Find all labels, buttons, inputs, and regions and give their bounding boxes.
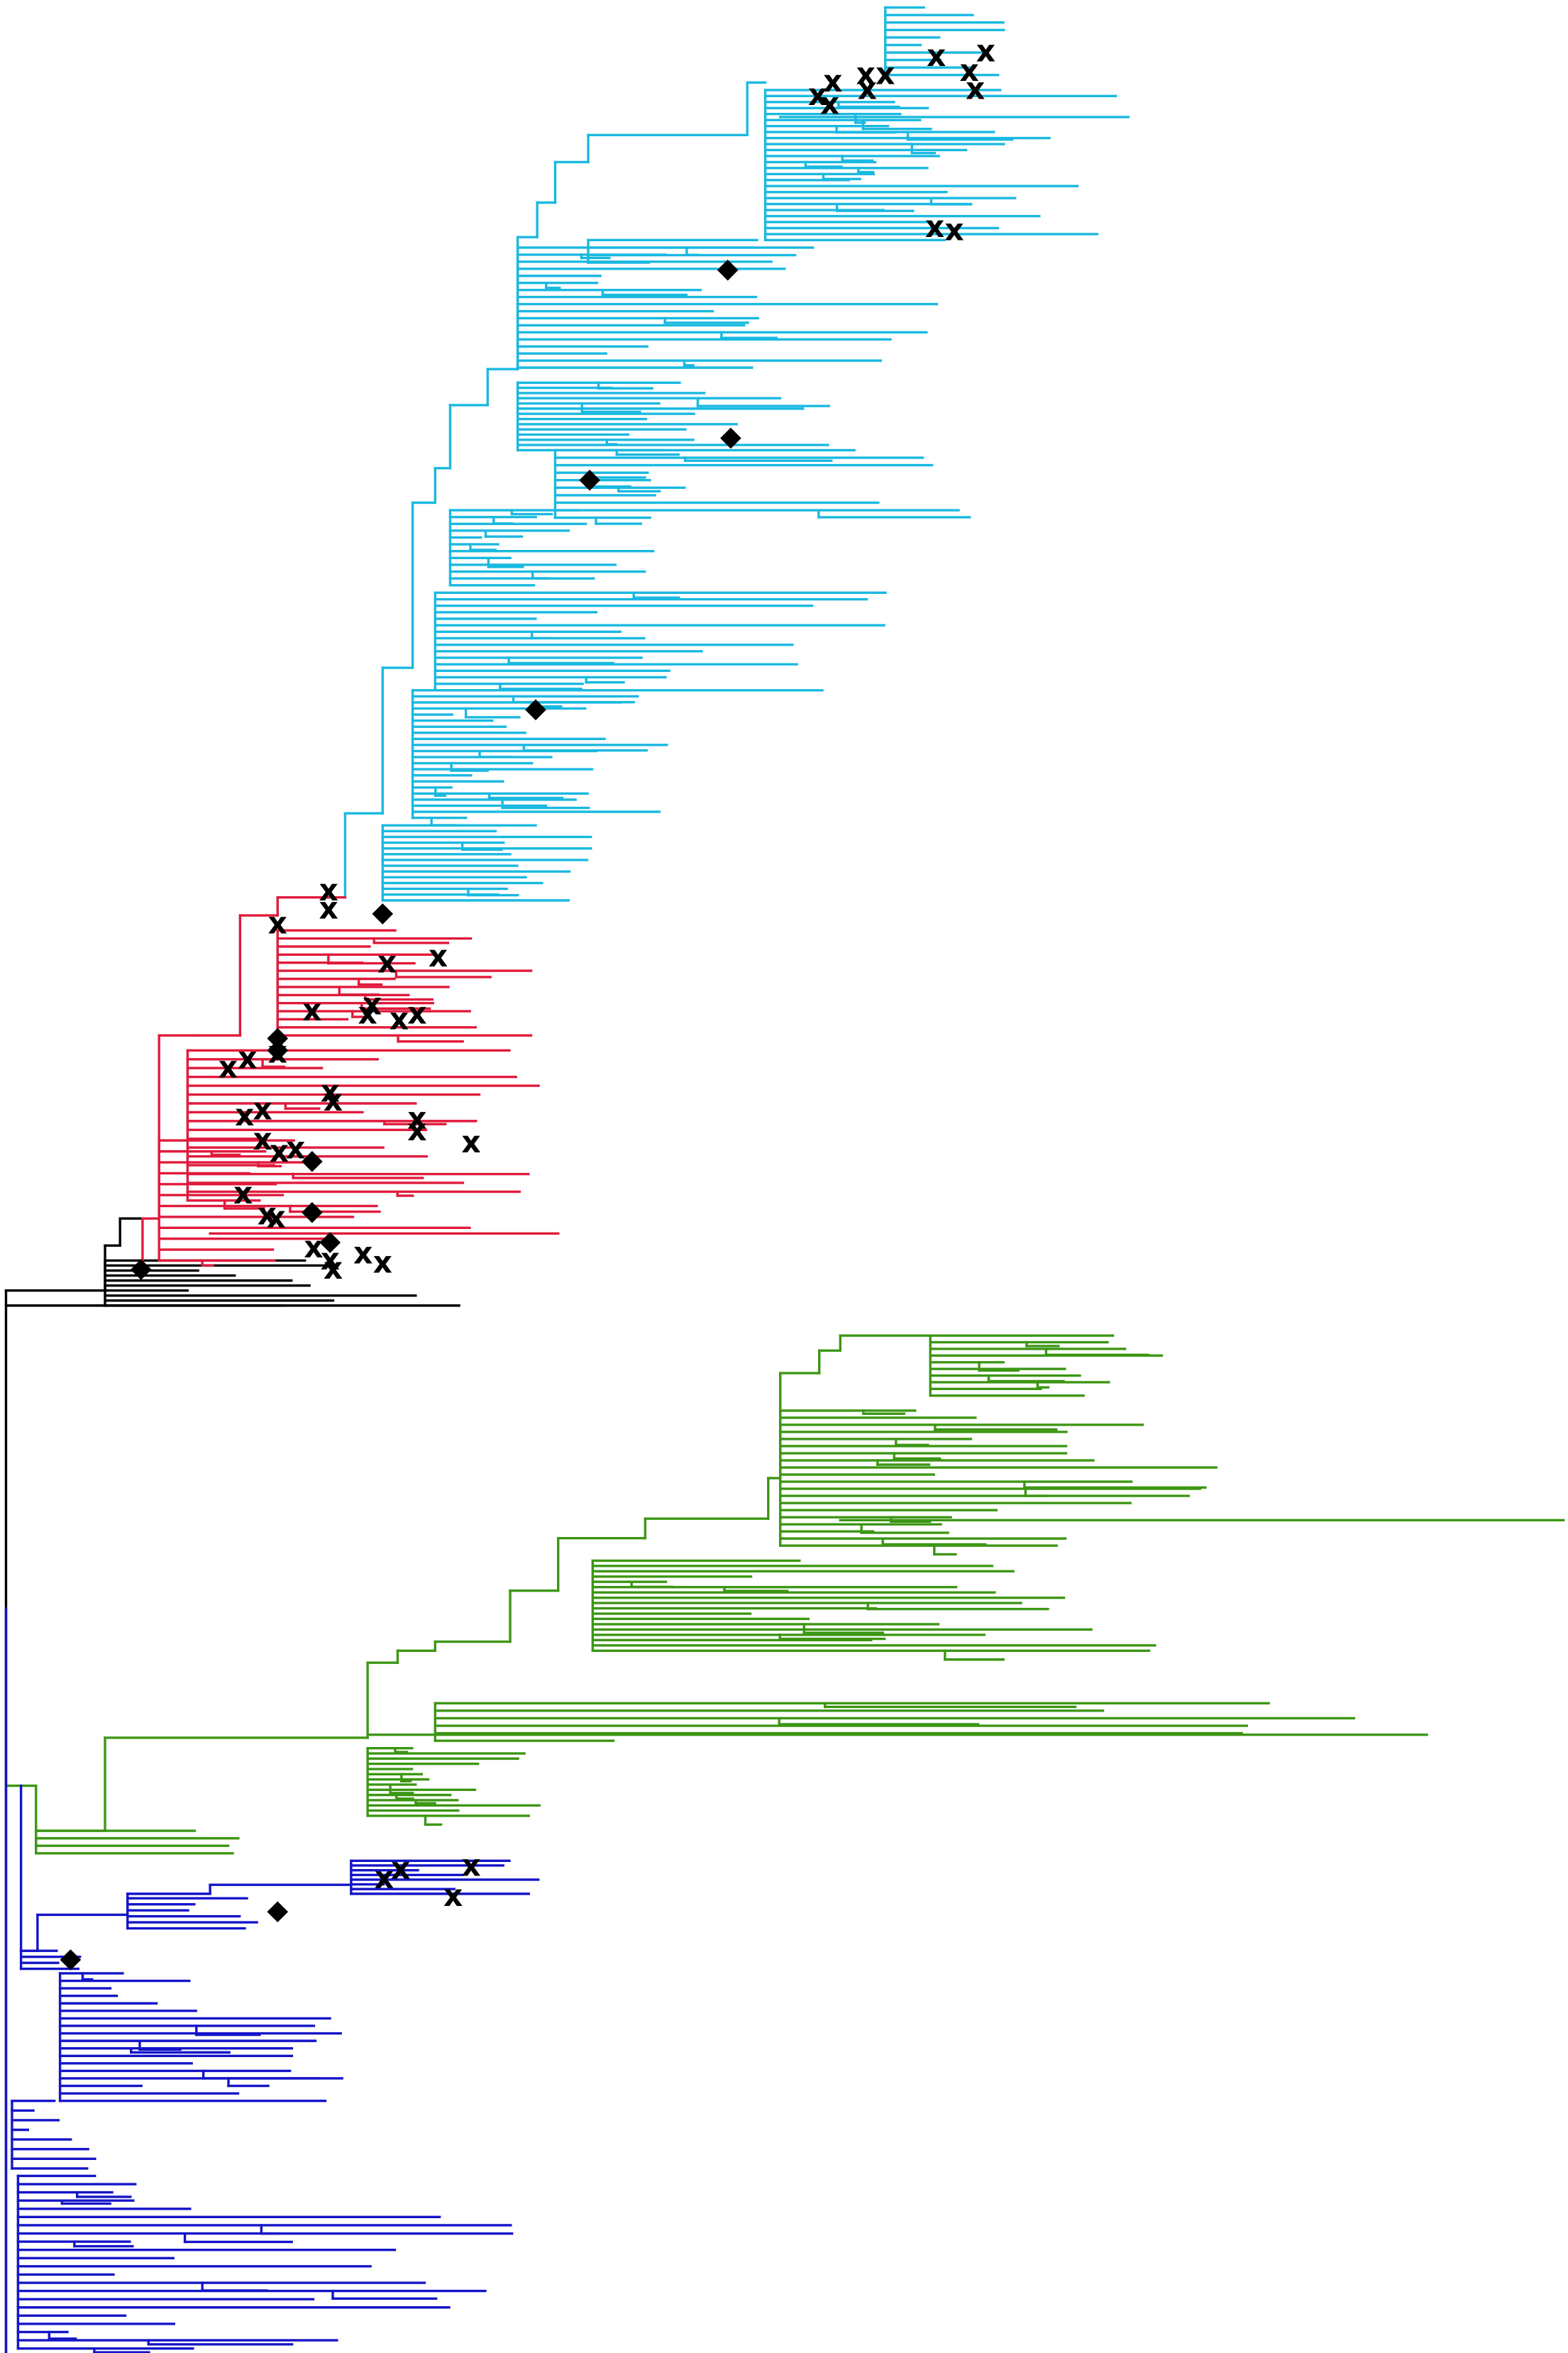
x-marker: x [233,1176,253,1211]
diamond-marker [267,1901,289,1923]
clade-blue [4,1607,540,2353]
x-marker: x [253,1092,272,1127]
x-marker: x [268,905,287,940]
x-marker: x [960,53,979,88]
x-marker: x [429,939,448,974]
x-marker: x [407,1101,426,1135]
diamond-marker [717,259,739,281]
x-marker: x [219,1049,238,1084]
x-marker: x [258,1197,277,1232]
diamond-marker [267,1027,289,1049]
x-marker: x [823,64,842,99]
clade-red [141,896,560,1274]
x-marker: x [319,873,338,908]
x-marker: x [966,72,985,106]
x-marker: x [927,38,946,73]
x-marker: x [858,72,877,106]
x-marker: x [363,987,382,1022]
x-marker: x [253,1122,272,1157]
x-marker: x [944,212,964,247]
x-marker: x [407,1113,426,1147]
clade-cyan [343,6,1130,902]
clade-green [4,1334,1565,1855]
x-marker: x [461,1125,480,1159]
x-marker: x [238,1041,257,1076]
x-marker: x [808,77,827,112]
x-marker: x [876,56,895,91]
x-marker: x [319,891,338,925]
x-marker: x [856,56,876,91]
x-marker: x [925,209,944,244]
x-marker: x [375,1860,394,1895]
diamond-marker [60,1949,82,1971]
x-marker: x [407,996,426,1030]
x-marker: x [377,944,397,979]
x-marker: x [358,996,377,1030]
x-marker: x [461,1848,480,1883]
x-marker: x [443,1878,463,1913]
x-marker: x [304,1230,323,1264]
diamond-marker [130,1259,152,1280]
x-marker: x [321,1074,340,1108]
x-marker: x [390,1002,409,1037]
x-marker: x [976,34,995,69]
diamond-marker [372,903,394,925]
x-marker: x [820,87,839,121]
diamond-marker [579,469,600,491]
x-marker: x [353,1236,372,1271]
x-marker: x [324,1251,343,1286]
x-marker: x [324,1083,343,1118]
x-marker: x [235,1098,254,1133]
diamond-marker [525,699,546,721]
x-marker: x [391,1851,410,1886]
x-marker: x [270,1134,289,1169]
x-marker: x [266,1200,285,1235]
x-marker: x [302,993,321,1027]
x-marker: x [373,1245,392,1279]
x-marker: x [286,1131,305,1166]
